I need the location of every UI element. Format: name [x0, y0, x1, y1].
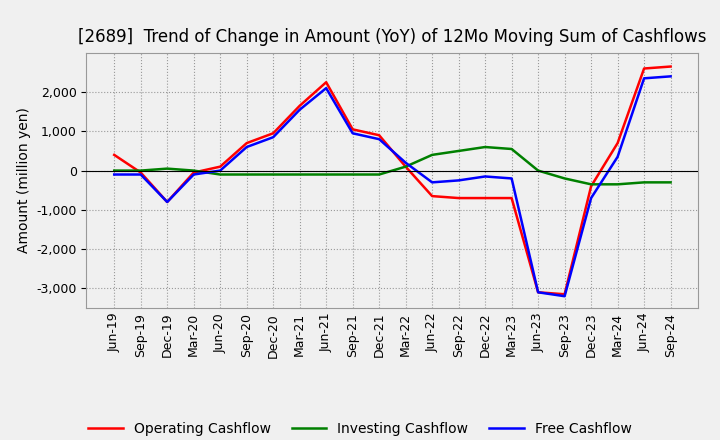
- Legend: Operating Cashflow, Investing Cashflow, Free Cashflow: Operating Cashflow, Investing Cashflow, …: [82, 417, 638, 440]
- Investing Cashflow: [348, 172, 357, 177]
- Free Cashflow: [216, 168, 225, 173]
- Free Cashflow: [163, 199, 171, 205]
- Free Cashflow: [508, 176, 516, 181]
- Investing Cashflow: [322, 172, 330, 177]
- Operating Cashflow: [375, 132, 384, 138]
- Investing Cashflow: [375, 172, 384, 177]
- Y-axis label: Amount (million yen): Amount (million yen): [17, 107, 31, 253]
- Investing Cashflow: [163, 166, 171, 171]
- Investing Cashflow: [136, 168, 145, 173]
- Operating Cashflow: [454, 195, 463, 201]
- Investing Cashflow: [454, 148, 463, 154]
- Free Cashflow: [640, 76, 649, 81]
- Investing Cashflow: [189, 168, 198, 173]
- Operating Cashflow: [401, 164, 410, 169]
- Line: Free Cashflow: Free Cashflow: [114, 77, 670, 296]
- Investing Cashflow: [295, 172, 304, 177]
- Free Cashflow: [189, 172, 198, 177]
- Operating Cashflow: [428, 194, 436, 199]
- Operating Cashflow: [640, 66, 649, 71]
- Investing Cashflow: [110, 168, 119, 173]
- Free Cashflow: [136, 172, 145, 177]
- Operating Cashflow: [110, 152, 119, 158]
- Free Cashflow: [322, 85, 330, 91]
- Free Cashflow: [269, 135, 277, 140]
- Free Cashflow: [454, 178, 463, 183]
- Operating Cashflow: [163, 199, 171, 205]
- Operating Cashflow: [295, 103, 304, 108]
- Free Cashflow: [295, 107, 304, 112]
- Investing Cashflow: [640, 180, 649, 185]
- Free Cashflow: [243, 144, 251, 150]
- Operating Cashflow: [613, 140, 622, 146]
- Investing Cashflow: [613, 182, 622, 187]
- Investing Cashflow: [269, 172, 277, 177]
- Free Cashflow: [481, 174, 490, 179]
- Operating Cashflow: [243, 140, 251, 146]
- Operating Cashflow: [216, 164, 225, 169]
- Investing Cashflow: [243, 172, 251, 177]
- Free Cashflow: [560, 293, 569, 299]
- Free Cashflow: [110, 172, 119, 177]
- Free Cashflow: [428, 180, 436, 185]
- Investing Cashflow: [216, 172, 225, 177]
- Investing Cashflow: [560, 176, 569, 181]
- Operating Cashflow: [189, 170, 198, 175]
- Operating Cashflow: [322, 80, 330, 85]
- Free Cashflow: [587, 195, 595, 201]
- Line: Investing Cashflow: Investing Cashflow: [114, 147, 670, 184]
- Operating Cashflow: [534, 290, 542, 295]
- Operating Cashflow: [269, 131, 277, 136]
- Free Cashflow: [401, 160, 410, 165]
- Investing Cashflow: [481, 144, 490, 150]
- Investing Cashflow: [587, 182, 595, 187]
- Operating Cashflow: [136, 170, 145, 175]
- Operating Cashflow: [560, 292, 569, 297]
- Free Cashflow: [534, 290, 542, 295]
- Investing Cashflow: [534, 168, 542, 173]
- Investing Cashflow: [666, 180, 675, 185]
- Operating Cashflow: [481, 195, 490, 201]
- Operating Cashflow: [666, 64, 675, 69]
- Investing Cashflow: [401, 164, 410, 169]
- Line: Operating Cashflow: Operating Cashflow: [114, 66, 670, 294]
- Free Cashflow: [613, 154, 622, 159]
- Free Cashflow: [666, 74, 675, 79]
- Operating Cashflow: [508, 195, 516, 201]
- Investing Cashflow: [508, 147, 516, 152]
- Free Cashflow: [348, 131, 357, 136]
- Operating Cashflow: [587, 183, 595, 189]
- Free Cashflow: [375, 136, 384, 142]
- Title: [2689]  Trend of Change in Amount (YoY) of 12Mo Moving Sum of Cashflows: [2689] Trend of Change in Amount (YoY) o…: [78, 28, 706, 46]
- Operating Cashflow: [348, 127, 357, 132]
- Investing Cashflow: [428, 152, 436, 158]
